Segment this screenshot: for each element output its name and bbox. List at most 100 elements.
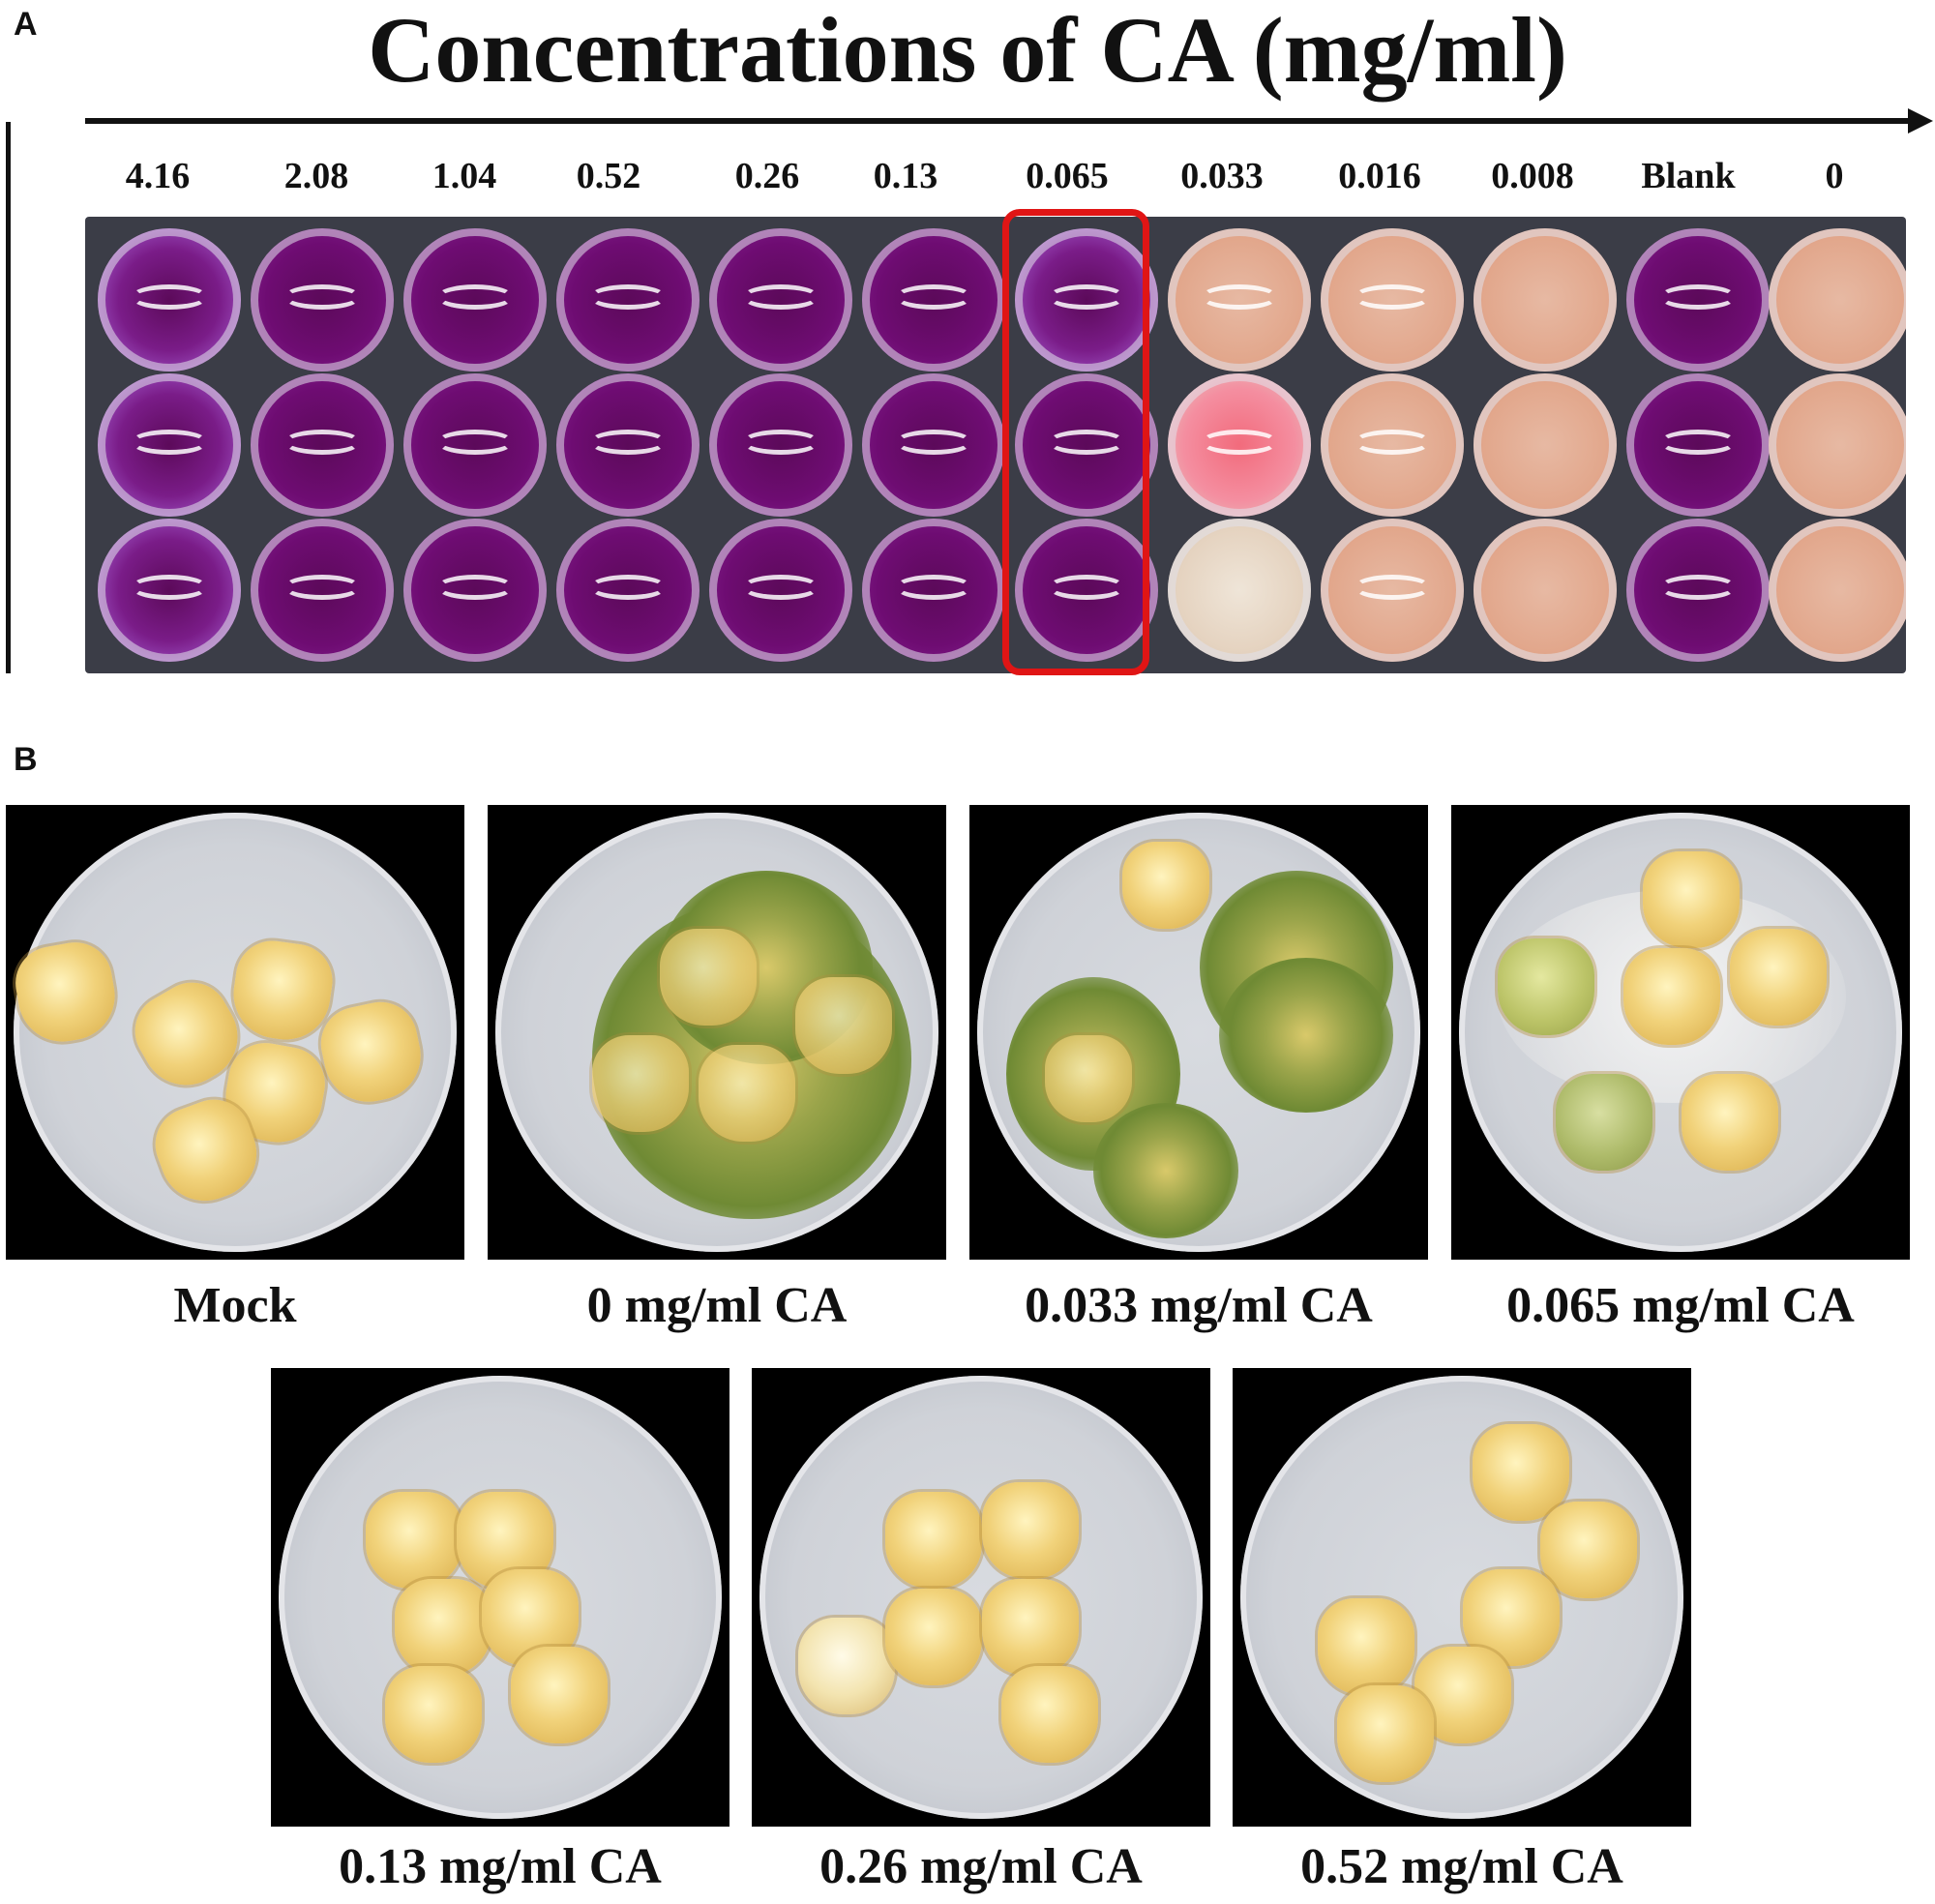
highlight-box-0-065 [1002,209,1149,675]
corn-kernel [1498,938,1594,1035]
corn-kernel [1001,1666,1098,1763]
corn-kernel [592,1035,689,1132]
plate-well [403,373,547,517]
conc-label-2-08: 2.08 [283,156,349,196]
petri-dish-plate [1240,1376,1683,1819]
corn-kernel [1682,1074,1778,1171]
corn-kernel [982,1579,1079,1676]
corn-kernel [227,936,338,1046]
conc-label-0-52: 0.52 [576,156,641,196]
petri-dish-plate [1459,813,1902,1252]
petri-dish-plate [279,1376,722,1819]
corn-kernel [1318,1598,1414,1695]
plate-well [1769,373,1906,517]
petri-dish-0-52 [1233,1368,1691,1827]
corn-kernel [10,937,122,1049]
plate-well [1015,373,1158,517]
plate-well [403,228,547,372]
plate-well [1015,228,1158,372]
caption-0-13: 0.13 mg/ml CA [339,1839,662,1894]
conc-label-1-04: 1.04 [432,156,497,196]
caption-0-52: 0.52 mg/ml CA [1300,1839,1623,1894]
corn-kernel [660,929,757,1026]
conc-label-blank: Blank [1641,156,1736,196]
corn-kernel [1556,1074,1652,1171]
plate-well [1626,228,1770,372]
conc-label-0-016: 0.016 [1338,156,1421,196]
petri-dish-plate [759,1376,1203,1819]
conc-label-0: 0 [1825,156,1844,196]
plate-well [1168,519,1311,662]
fungal-colony [1093,1103,1238,1238]
corn-kernel [798,1618,895,1714]
plate-well [556,373,700,517]
microplate-photo [85,217,1906,673]
plate-well [1769,519,1906,662]
conc-label-4-16: 4.16 [125,156,191,196]
corn-kernel [385,1666,482,1763]
plate-well [709,228,852,372]
petri-dish-0-065 [1451,805,1910,1260]
plate-well [1474,228,1617,372]
concentration-axis-arrowhead [1908,108,1933,134]
panel-letter-a: A [14,6,38,43]
petri-dish-0-26 [752,1368,1210,1827]
corn-kernel [885,1589,982,1685]
panel-a-left-bracket [6,122,11,673]
plate-well [98,228,241,372]
conc-label-0-26: 0.26 [734,156,800,196]
corn-kernel [699,1045,795,1142]
corn-kernel [982,1482,1079,1579]
plate-well [403,519,547,662]
plate-well [98,373,241,517]
plate-well [1626,519,1770,662]
conc-label-0-008: 0.008 [1491,156,1574,196]
plate-well [556,519,700,662]
corn-kernel [1730,929,1827,1026]
caption-0-26: 0.26 mg/ml CA [819,1839,1143,1894]
corn-kernel [366,1492,462,1589]
petri-dish-mock [6,805,464,1260]
plate-well [1168,373,1311,517]
plate-well [709,519,852,662]
conc-label-0-033: 0.033 [1180,156,1264,196]
plate-well [862,519,1005,662]
plate-well [1474,373,1617,517]
caption-0: 0 mg/ml CA [586,1278,848,1333]
corn-kernel [1643,851,1740,948]
plate-well [1015,519,1158,662]
plate-well [1626,373,1770,517]
plate-well [1321,373,1464,517]
plate-well [556,228,700,372]
plate-well [251,228,394,372]
corn-kernel [795,977,892,1074]
conc-label-0-13: 0.13 [873,156,938,196]
corn-kernel [511,1647,608,1743]
corn-kernel [1122,842,1209,929]
plate-well [1321,519,1464,662]
plate-well [98,519,241,662]
plate-well [1474,519,1617,662]
corn-kernel [313,995,430,1111]
corn-kernel [1623,948,1720,1045]
plate-well [251,373,394,517]
panel-letter-b: B [14,741,38,778]
petri-dish-0-13 [271,1368,729,1827]
petri-dish-0 [488,805,946,1260]
petri-dish-plate [10,813,457,1252]
panel-a-title: Concentrations of CA (mg/ml) [368,0,1567,102]
plate-well [1168,228,1311,372]
petri-dish-plate [495,813,938,1252]
petri-dish-plate [977,813,1420,1252]
caption-mock: Mock [173,1278,297,1333]
corn-kernel [1337,1685,1434,1782]
plate-well [709,373,852,517]
conc-label-0-065: 0.065 [1026,156,1109,196]
corn-kernel [885,1492,982,1589]
plate-well [251,519,394,662]
plate-well [1321,228,1464,372]
corn-kernel [1540,1502,1637,1598]
plate-well [1769,228,1906,372]
caption-0-065: 0.065 mg/ml CA [1506,1278,1855,1333]
plate-well [862,228,1005,372]
